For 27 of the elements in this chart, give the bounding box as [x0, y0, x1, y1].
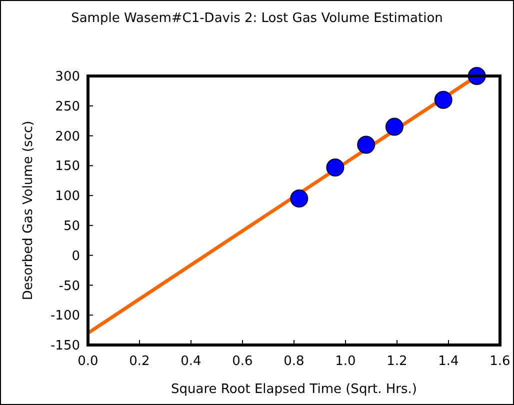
y-tick-label: 300: [55, 70, 80, 85]
x-tick-label: 1.0: [335, 354, 356, 369]
point: [357, 136, 376, 154]
y-axis-title: Desorbed Gas Volume (scc): [21, 120, 36, 300]
x-tick-label: 0.6: [232, 354, 253, 369]
point: [434, 90, 452, 109]
y-tick-label: -100: [50, 308, 80, 324]
y-tick-label: 250: [55, 99, 80, 114]
x-tick-label: 0.0: [78, 354, 98, 369]
x-tick-label: 0.2: [129, 354, 150, 369]
x-tick-label: 1.6: [490, 354, 510, 369]
y-tick-label: 200: [55, 129, 80, 144]
y-tick-label: 100: [55, 189, 80, 204]
y-tick-label: -150: [50, 338, 80, 354]
x-tick-label: 1.2: [386, 354, 408, 369]
x-tick-label: 0.4: [180, 354, 202, 369]
point: [385, 118, 404, 136]
point: [290, 190, 308, 208]
x-axis-title: Square Root Elapsed Time (Sqrt. Hrs.): [170, 382, 418, 397]
x-tick-label: 0.8: [284, 354, 304, 369]
y-tick-label: 0: [72, 248, 80, 264]
y-tick-label: 50: [63, 218, 80, 234]
chart-title: Sample Wasem#C1-Davis 2: Lost Gas Volume Estimation: [71, 11, 443, 26]
y-tick-label: 150: [55, 159, 80, 174]
point: [326, 158, 344, 176]
x-tick-label: 1.4: [438, 354, 459, 369]
y-tick-label: -50: [58, 278, 80, 294]
